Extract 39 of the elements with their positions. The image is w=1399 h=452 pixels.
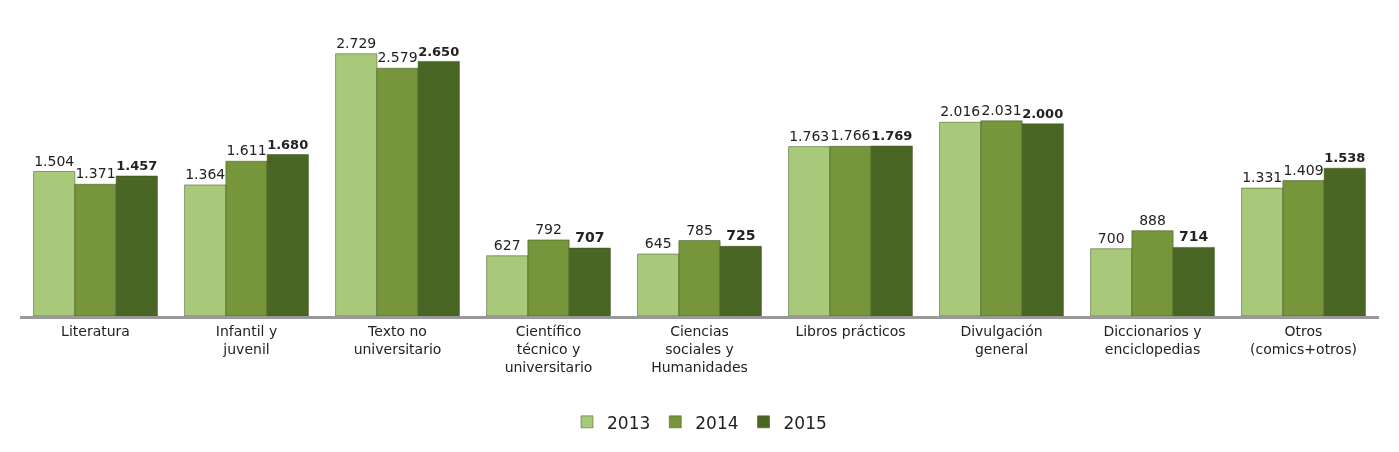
data-label: 1.766 [830,127,871,144]
data-label: 1.763 [789,127,830,144]
data-label: 714 [1179,228,1209,245]
data-label: 785 [686,221,713,238]
data-label: 645 [644,235,672,252]
data-label: 792 [535,220,562,237]
data-label: 700 [1097,229,1125,246]
data-label: 1.680 [267,136,309,152]
data-label: 2.579 [377,49,418,66]
data-label: 2.016 [940,103,981,120]
x-tick-label: Ciencias sociales y Humanidades [651,322,748,376]
data-label: 725 [726,227,756,244]
data-label: 888 [1139,211,1166,228]
legend-label: 2013 [607,412,651,433]
data-label: 1.538 [1324,150,1366,166]
legend-label: 2015 [783,412,827,433]
data-label: 1.457 [116,158,158,174]
data-label: 2.031 [981,101,1022,118]
data-label: 1.371 [75,165,116,182]
data-label: 2.000 [1022,106,1064,122]
data-label: 1.364 [185,165,226,182]
x-tick-label: Divulgación general [960,322,1043,357]
x-tick-label: Literatura [61,322,130,339]
data-label: 707 [575,229,605,246]
x-tick-label: Científico técnico y universitario [504,322,593,376]
x-tick-label: Diccionarios y enciclopedias [1103,322,1202,357]
x-tick-label: Texto no universitario [353,322,442,357]
data-label: 1.611 [226,142,267,159]
x-tick-label: Otros (comics+otros) [1250,322,1357,357]
x-tick-label: Infantil y juvenil [215,322,278,357]
data-label: 2.650 [418,43,460,59]
data-label: 627 [493,236,521,253]
data-label: 1.331 [1242,169,1283,186]
x-tick-label: Libros prácticos [795,322,906,339]
data-label: 2.729 [336,34,377,51]
data-label: 1.504 [34,152,75,169]
data-label: 1.769 [871,128,913,144]
legend-label: 2014 [695,412,739,433]
data-label: 1.409 [1283,161,1324,178]
